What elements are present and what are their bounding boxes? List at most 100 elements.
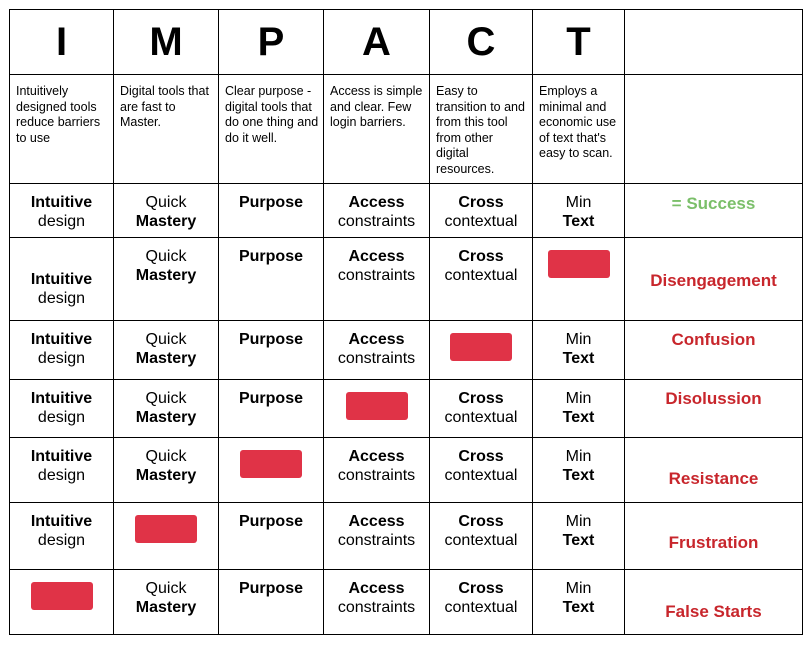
factor-plain: constraints: [337, 350, 416, 367]
desc-empty-cell: [624, 74, 803, 184]
missing-factor-marker: [135, 515, 197, 543]
table-row: Quick Mastery Purpose Access constraints C…: [9, 569, 803, 635]
factor-bold: Text: [562, 599, 595, 616]
factor-plain: Min: [565, 448, 592, 465]
factor-plain: constraints: [337, 467, 416, 484]
factor-plain: Quick: [145, 331, 187, 348]
factor-bold: Mastery: [135, 599, 197, 616]
factor-bold: Intuitive: [30, 448, 93, 465]
factor-bold: Access: [348, 331, 405, 348]
desc-i: Intuitively designed tools reduce barrie…: [9, 74, 114, 184]
factor-plain: Min: [565, 513, 592, 530]
factor-bold: Mastery: [135, 467, 197, 484]
factor-plain: Quick: [145, 390, 187, 407]
factor-plain: constraints: [337, 213, 416, 230]
letter-m: M: [113, 9, 219, 75]
factor-plain: design: [37, 409, 86, 426]
letters-row: I M P A C T: [9, 9, 803, 75]
factor-plain: Min: [565, 390, 592, 407]
factor-bold: Intuitive: [30, 513, 93, 530]
table-row: Intuitive design Quick Mastery Access const…: [9, 437, 803, 503]
descriptions-row: Intuitively designed tools reduce barrie…: [9, 74, 803, 184]
factor-bold: Access: [348, 194, 405, 211]
outcome-success: = Success: [671, 194, 756, 213]
factor-bold: Text: [562, 350, 595, 367]
desc-t: Employs a minimal and economic use of te…: [532, 74, 625, 184]
factor-plain: design: [37, 213, 86, 230]
factor-bold: Purpose: [238, 194, 303, 211]
letter-c: C: [429, 9, 533, 75]
letter-t: T: [532, 9, 625, 75]
missing-factor-marker: [240, 450, 302, 478]
factor-plain: design: [37, 532, 86, 549]
missing-factor-marker: [30, 582, 93, 610]
factor-bold: Purpose: [238, 513, 303, 530]
factor-bold: Intuitive: [30, 331, 93, 348]
factor-bold: Text: [562, 213, 595, 230]
factor-bold: Mastery: [135, 350, 197, 367]
letter-i: I: [9, 9, 114, 75]
letter-a: A: [323, 9, 430, 75]
factor-plain: Quick: [145, 580, 187, 597]
outcome-confusion: Confusion: [671, 330, 756, 349]
factor-bold: Cross: [458, 580, 504, 597]
factor-plain: contextual: [444, 467, 518, 484]
factor-bold: Access: [348, 248, 405, 265]
factor-plain: Quick: [145, 194, 187, 211]
factor-plain: contextual: [444, 409, 518, 426]
missing-factor-marker: [345, 392, 408, 420]
factor-bold: Access: [348, 448, 405, 465]
outcome-disolussion: Disolussion: [665, 389, 762, 408]
factor-plain: contextual: [444, 267, 518, 284]
header-empty-cell: [624, 9, 803, 75]
factor-bold: Cross: [458, 194, 504, 211]
factor-bold: Cross: [458, 513, 504, 530]
table-row: Intuitive design Quick Mastery Purpose Acc…: [9, 320, 803, 380]
factor-bold: Mastery: [135, 409, 197, 426]
factor-plain: constraints: [337, 267, 416, 284]
factor-bold: Cross: [458, 390, 504, 407]
letter-p: P: [218, 9, 324, 75]
factor-bold: Intuitive: [30, 390, 93, 407]
factor-bold: Access: [348, 513, 405, 530]
factor-bold: Access: [348, 580, 405, 597]
factor-plain: Min: [565, 331, 592, 348]
factor-plain: constraints: [337, 532, 416, 549]
factor-plain: design: [37, 350, 86, 367]
desc-p: Clear purpose - digital tools that do on…: [218, 74, 324, 184]
outcome-frustration: Frustration: [668, 533, 759, 552]
factor-plain: contextual: [444, 213, 518, 230]
factor-bold: Purpose: [238, 580, 303, 597]
outcome-disengagement: Disengagement: [650, 271, 777, 290]
impact-table: I M P A C T Intuitively designed tools r…: [9, 9, 803, 635]
missing-factor-marker: [547, 250, 610, 278]
factor-plain: Min: [565, 194, 592, 211]
factor-plain: design: [37, 467, 86, 484]
factor-bold: Text: [562, 467, 595, 484]
desc-c: Easy to transition to and from this tool…: [429, 74, 533, 184]
factor-bold: Cross: [458, 248, 504, 265]
table-row: Intuitive design Quick Mastery Purpose Cro…: [9, 379, 803, 438]
factor-plain: contextual: [444, 599, 518, 616]
factor-bold: Intuitive: [30, 194, 93, 211]
factor-bold: Text: [562, 409, 595, 426]
desc-a: Access is simple and clear. Few login ba…: [323, 74, 430, 184]
table-row: Intuitive design Quick Mastery Purpose Acc…: [9, 183, 803, 238]
factor-plain: design: [37, 290, 86, 307]
factor-plain: contextual: [444, 532, 518, 549]
factor-plain: Min: [565, 580, 592, 597]
factor-bold: Intuitive: [30, 271, 93, 288]
outcome-false-starts: False Starts: [665, 602, 762, 621]
table-row: Intuitive design Purpose Access constraint…: [9, 502, 803, 570]
factor-plain: Quick: [145, 248, 187, 265]
factor-plain: constraints: [337, 599, 416, 616]
factor-bold: Text: [562, 532, 595, 549]
factor-bold: Purpose: [238, 331, 303, 348]
factor-plain: Quick: [145, 448, 187, 465]
factor-bold: Mastery: [135, 267, 197, 284]
factor-bold: Purpose: [238, 390, 303, 407]
factor-bold: Purpose: [238, 248, 303, 265]
outcome-resistance: Resistance: [668, 469, 759, 488]
factor-bold: Cross: [458, 448, 504, 465]
table-row: Intuitive design Quick Mastery Purpose Acc…: [9, 237, 803, 321]
